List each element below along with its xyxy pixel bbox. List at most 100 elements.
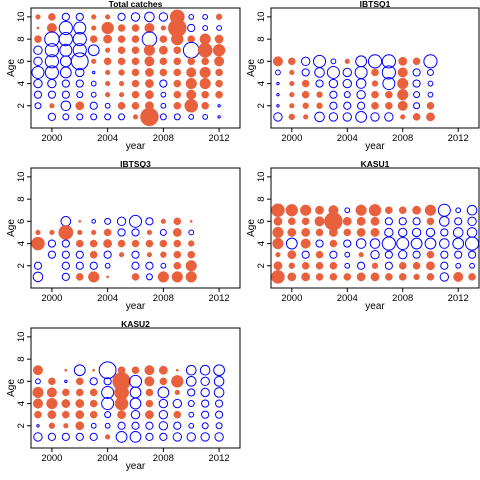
negative-residual-bubble [60, 216, 72, 227]
negative-residual-bubble [215, 410, 224, 419]
negative-residual-bubble [201, 422, 209, 430]
negative-residual-bubble [33, 90, 43, 99]
positive-residual-bubble [215, 13, 223, 21]
negative-residual-bubble [313, 54, 327, 68]
bubble-group [31, 214, 197, 283]
negative-residual-bubble [424, 237, 437, 250]
x-tick-label: 2012 [448, 133, 469, 144]
y-tick-label: 4 [256, 241, 267, 246]
positive-residual-bubble [173, 68, 182, 77]
positive-residual-bubble [426, 273, 435, 281]
positive-residual-bubble [173, 239, 182, 248]
positive-residual-bubble [131, 35, 140, 43]
negative-residual-bubble [215, 422, 223, 430]
negative-residual-bubble [467, 250, 477, 259]
negative-residual-bubble [384, 112, 394, 122]
plot-frame [30, 167, 241, 289]
negative-residual-bubble [329, 250, 338, 259]
negative-residual-bubble [117, 228, 126, 237]
positive-residual-bubble [159, 57, 168, 66]
negative-residual-bubble [76, 91, 84, 99]
positive-residual-bubble [132, 114, 139, 120]
negative-residual-bubble [104, 217, 112, 225]
negative-residual-bubble [91, 219, 96, 224]
negative-residual-bubble [89, 432, 98, 441]
negative-residual-bubble [129, 430, 142, 443]
positive-residual-bubble [89, 399, 98, 408]
positive-residual-bubble [187, 250, 196, 259]
negative-residual-bubble [439, 216, 450, 227]
negative-residual-bubble [145, 421, 154, 430]
negative-residual-bubble [398, 227, 408, 238]
positive-residual-bubble [315, 205, 324, 215]
positive-residual-bubble [185, 260, 197, 272]
positive-residual-bubble [371, 90, 379, 99]
positive-residual-bubble [173, 101, 182, 110]
negative-residual-bubble [173, 421, 182, 430]
x-axis-label: year [126, 461, 146, 472]
positive-residual-bubble [272, 226, 284, 239]
y-tick-label: 10 [16, 172, 27, 183]
negative-residual-bubble [214, 432, 224, 442]
panel-ibtsq3: 2000 2004 2008 2012 2 4 6 8 10 IBTSQ3 year Age [6, 159, 241, 312]
negative-residual-bubble [215, 399, 224, 408]
negative-residual-bubble [217, 115, 221, 119]
x-tick-label: 2008 [153, 453, 174, 464]
positive-residual-bubble [301, 90, 310, 99]
negative-residual-bubble [200, 387, 210, 398]
negative-residual-bubble [89, 101, 98, 110]
negative-residual-bubble [129, 397, 142, 410]
positive-residual-bubble [426, 261, 435, 271]
negative-residual-bubble [160, 91, 167, 98]
negative-residual-bubble [381, 236, 396, 251]
negative-residual-bubble [410, 237, 423, 250]
positive-residual-bubble [342, 216, 352, 226]
negative-residual-bubble [343, 91, 351, 99]
positive-residual-bubble [131, 57, 140, 66]
positive-residual-bubble [171, 32, 184, 46]
positive-residual-bubble [426, 112, 435, 122]
positive-residual-bubble [273, 216, 283, 226]
negative-residual-bubble [33, 261, 43, 270]
negative-residual-bubble [75, 250, 84, 259]
positive-residual-bubble [118, 252, 125, 258]
negative-residual-bubble [61, 79, 70, 88]
x-axis-label: year [365, 301, 385, 312]
negative-residual-bubble [89, 377, 98, 386]
negative-residual-bubble [285, 237, 298, 250]
positive-residual-bubble [49, 229, 55, 236]
positive-residual-bubble [157, 271, 169, 283]
bubble-group [272, 54, 438, 123]
negative-residual-bubble [61, 12, 70, 21]
positive-residual-bubble [117, 57, 126, 66]
negative-residual-bubble [440, 261, 449, 270]
negative-residual-bubble [104, 411, 112, 419]
positive-residual-bubble [301, 261, 310, 270]
positive-residual-bubble [48, 377, 56, 386]
positive-residual-bubble [324, 212, 343, 231]
y-axis-label: Age [246, 59, 257, 77]
positive-residual-bubble [173, 90, 182, 99]
positive-residual-bubble [171, 271, 183, 283]
y-tick-label: 4 [256, 81, 267, 86]
negative-residual-bubble [342, 112, 352, 122]
positive-residual-bubble [412, 113, 421, 121]
negative-residual-bubble [33, 432, 43, 442]
panel-ibtsq1: 2000 2004 2008 2012 2 4 6 8 10 IBTSQ1 year Age [246, 0, 480, 152]
positive-residual-bubble [117, 35, 126, 43]
positive-residual-bubble [385, 273, 393, 281]
negative-residual-bubble [202, 13, 209, 20]
negative-residual-bubble [273, 112, 283, 122]
negative-residual-bubble [159, 432, 168, 441]
x-tick-label: 2000 [281, 133, 302, 144]
negative-residual-bubble [90, 80, 97, 87]
positive-residual-bubble [159, 35, 168, 43]
y-tick-label: 10 [16, 332, 27, 343]
positive-residual-bubble [315, 228, 324, 237]
positive-residual-bubble [131, 239, 140, 248]
negative-residual-bubble [75, 67, 85, 78]
positive-residual-bubble [371, 262, 379, 269]
positive-residual-bubble [358, 252, 364, 258]
y-tick-label: 2 [16, 423, 27, 428]
positive-residual-bubble [302, 102, 309, 109]
